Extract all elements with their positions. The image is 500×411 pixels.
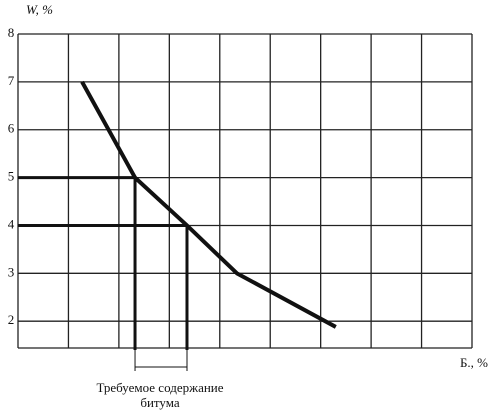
- annotation: Требуемое содержание: [96, 380, 223, 395]
- y-tick-label: 4: [8, 216, 15, 231]
- data-line: [80, 80, 337, 329]
- y-tick-label: 7: [8, 73, 15, 88]
- y-tick-label: 2: [8, 312, 15, 327]
- y-tick-label: 8: [8, 25, 15, 40]
- annotation: битума: [140, 395, 180, 410]
- x-axis-label: Б., %: [460, 355, 488, 370]
- y-tick-label: 3: [8, 264, 15, 279]
- y-tick-label: 5: [8, 169, 15, 184]
- y-tick-label: 6: [8, 121, 15, 136]
- y-axis-label: W, %: [26, 2, 53, 17]
